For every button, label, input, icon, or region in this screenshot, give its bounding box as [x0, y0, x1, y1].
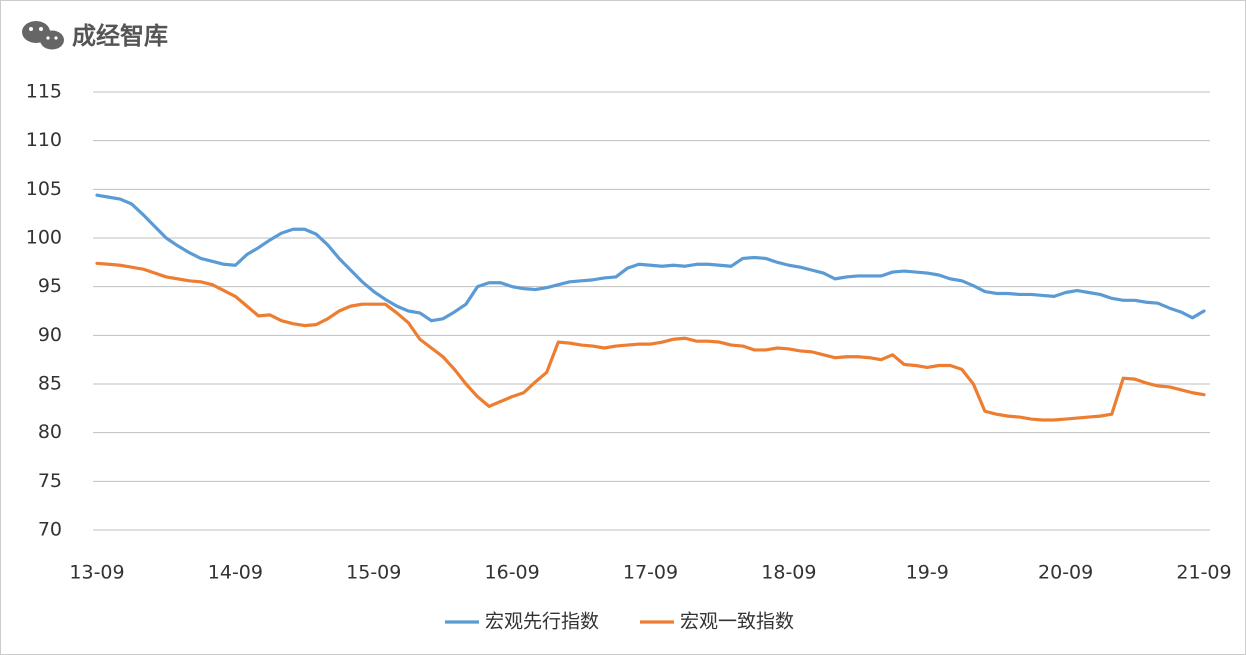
- y-tick-label: 85: [38, 373, 62, 395]
- y-tick-label: 75: [38, 470, 62, 492]
- x-tick-label: 20-09: [1038, 562, 1093, 584]
- x-tick-label: 15-09: [346, 562, 401, 584]
- x-tick-label: 13-09: [69, 562, 124, 584]
- y-tick-label: 110: [26, 129, 62, 151]
- legend-label: 宏观一致指数: [680, 611, 794, 633]
- x-tick-label: 19-9: [906, 562, 949, 584]
- y-tick-label: 80: [38, 421, 62, 443]
- y-tick-label: 70: [38, 519, 62, 541]
- watermark-icon: [22, 21, 64, 50]
- watermark: 成经智库: [72, 22, 168, 50]
- x-tick-label: 16-09: [485, 562, 540, 584]
- x-tick-label: 14-09: [208, 562, 263, 584]
- legend-label: 宏观先行指数: [485, 611, 599, 633]
- y-tick-label: 100: [26, 227, 62, 249]
- y-tick-label: 95: [38, 275, 62, 297]
- x-tick-label: 18-09: [761, 562, 816, 584]
- x-tick-label: 17-09: [623, 562, 678, 584]
- y-tick-label: 115: [26, 81, 62, 103]
- series-line: [95, 261, 1206, 422]
- y-tick-label: 90: [38, 324, 62, 346]
- y-tick-label: 105: [26, 178, 62, 200]
- series-line: [95, 193, 1206, 323]
- x-tick-label: 21-09: [1176, 562, 1231, 584]
